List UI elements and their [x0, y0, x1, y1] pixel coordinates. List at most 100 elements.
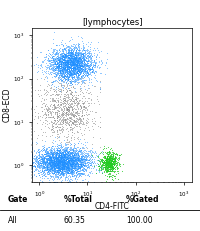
Point [64, 48, 67, 51]
Point [65, 168, 69, 172]
Point [49, 168, 52, 172]
Point [55, 164, 59, 167]
Point [46, 164, 49, 168]
Point [63, 158, 66, 162]
Point [61, 122, 64, 126]
Point [65, 159, 68, 163]
Point [55, 169, 58, 173]
Point [75, 63, 78, 66]
Point [73, 161, 76, 164]
Point [39, 161, 42, 164]
Point [76, 166, 79, 170]
Point [56, 144, 59, 148]
Point [36, 160, 40, 163]
Point [86, 107, 89, 111]
Point [64, 66, 67, 70]
Point [83, 58, 86, 62]
Point [67, 123, 70, 127]
Point [75, 172, 79, 176]
Point [65, 159, 68, 162]
Point [76, 59, 80, 63]
Point [82, 65, 85, 69]
Point [63, 154, 66, 157]
Point [68, 79, 71, 83]
Point [70, 152, 73, 155]
Point [89, 150, 92, 154]
Point [82, 159, 86, 163]
Point [60, 172, 63, 175]
Point [32, 173, 36, 176]
Point [74, 70, 77, 74]
Point [64, 64, 67, 67]
Point [75, 73, 78, 77]
Point [64, 155, 67, 158]
Point [62, 157, 65, 161]
Point [60, 57, 63, 61]
Point [59, 155, 62, 159]
Point [64, 111, 68, 115]
Point [50, 161, 53, 164]
Point [49, 96, 52, 100]
Point [56, 92, 59, 96]
Point [85, 118, 88, 122]
Point [66, 155, 69, 158]
Point [30, 153, 34, 156]
Point [57, 64, 60, 67]
Point [83, 57, 86, 61]
Point [38, 152, 41, 156]
Point [53, 160, 56, 163]
Point [70, 51, 73, 55]
Point [43, 97, 46, 100]
Point [43, 160, 46, 164]
Point [57, 59, 60, 62]
Point [47, 157, 51, 160]
Point [42, 170, 46, 173]
Point [76, 61, 80, 65]
Point [79, 56, 83, 60]
Point [83, 157, 87, 161]
Point [53, 161, 57, 165]
Point [57, 65, 60, 68]
Point [50, 58, 53, 62]
Point [78, 166, 81, 170]
Point [65, 162, 68, 165]
Point [77, 164, 80, 168]
Point [58, 162, 62, 166]
Point [62, 67, 65, 71]
Point [65, 148, 68, 152]
Point [65, 51, 68, 55]
Point [70, 68, 73, 72]
Point [50, 93, 53, 97]
Point [61, 69, 64, 73]
Point [64, 150, 67, 154]
Point [33, 164, 36, 168]
Point [74, 162, 77, 165]
Point [76, 118, 80, 121]
Point [77, 77, 81, 81]
Point [61, 158, 64, 162]
Point [70, 66, 73, 69]
Point [73, 76, 76, 79]
Point [78, 162, 81, 165]
Point [71, 63, 75, 67]
Point [57, 167, 61, 171]
Point [90, 124, 93, 128]
Point [86, 71, 89, 74]
Point [51, 164, 54, 167]
Point [69, 92, 72, 96]
Point [69, 162, 72, 166]
Point [45, 164, 48, 167]
Point [116, 157, 119, 161]
Point [80, 36, 83, 40]
Point [55, 161, 58, 165]
Point [57, 160, 60, 163]
Point [64, 55, 67, 59]
Point [76, 166, 79, 170]
Point [57, 156, 60, 160]
Point [99, 162, 102, 166]
Point [56, 58, 59, 62]
Point [77, 164, 80, 168]
Point [70, 57, 73, 61]
Point [53, 49, 56, 53]
Point [62, 65, 65, 69]
